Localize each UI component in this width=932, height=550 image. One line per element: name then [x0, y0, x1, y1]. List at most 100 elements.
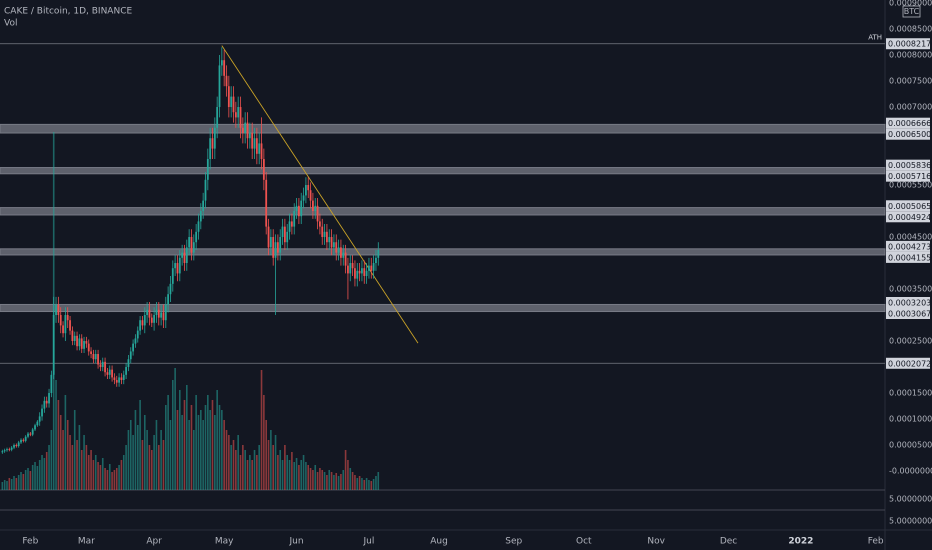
candle-body — [29, 433, 32, 435]
zone-label: 0.00042730 — [888, 242, 932, 251]
volume-bar — [176, 410, 179, 490]
candle-body — [293, 211, 296, 227]
candle-body — [272, 237, 275, 258]
candle-body — [10, 447, 13, 450]
zone-label-box — [886, 211, 930, 223]
volume-bar — [312, 470, 314, 490]
y-tick-label: 0.00005000 — [889, 441, 932, 450]
x-tick-label: Apr — [146, 537, 162, 547]
candle-body — [363, 268, 366, 277]
candle-body — [164, 304, 167, 321]
candle-body — [136, 330, 139, 339]
candle-body — [99, 364, 102, 368]
candle-body — [97, 354, 99, 365]
x-tick-label: Oct — [576, 537, 592, 547]
candle-body — [31, 429, 34, 435]
candle-body — [34, 425, 36, 430]
candle-body — [337, 247, 340, 253]
candle-body — [83, 341, 85, 349]
volume-bar — [372, 479, 375, 490]
volume-bar — [330, 472, 333, 490]
volume-bar — [143, 415, 146, 490]
candle-body — [323, 231, 326, 238]
volume-bar — [347, 460, 349, 490]
candle-body — [204, 179, 207, 201]
candle-body — [85, 341, 88, 344]
volume-bar — [87, 455, 90, 490]
candle-body — [377, 250, 380, 258]
candle-body — [260, 143, 263, 160]
candle-body — [206, 159, 209, 180]
volume-bar — [73, 410, 76, 490]
candle-body — [141, 320, 144, 326]
candle-body — [354, 268, 356, 279]
candle-body — [241, 127, 244, 134]
candle-body — [118, 377, 120, 383]
candle-body — [50, 374, 53, 394]
x-tick-label: Dec — [720, 537, 737, 547]
volume-bar — [38, 460, 41, 490]
candle-body — [153, 315, 156, 323]
volume-bar — [267, 440, 270, 490]
level-text: ATH — [868, 34, 882, 42]
candle-body — [146, 309, 149, 316]
volume-bar — [368, 480, 370, 490]
candle-body — [15, 445, 18, 447]
volume-bar — [92, 460, 95, 490]
zone-label-box — [886, 307, 930, 319]
candle-body — [265, 179, 268, 227]
candle-body — [162, 312, 165, 321]
candle-body — [94, 354, 97, 360]
candle-body — [55, 304, 57, 316]
volume-bar — [125, 445, 127, 490]
volume-bar — [136, 425, 139, 490]
volume-bar — [69, 435, 71, 490]
volume-bar — [214, 415, 216, 490]
volume-bar — [101, 458, 104, 490]
candle-body — [230, 96, 233, 108]
volume-bar — [291, 452, 293, 490]
candle-body — [218, 65, 221, 108]
volume-bar — [59, 415, 62, 490]
volume-bar — [146, 430, 148, 490]
volume-bar — [288, 460, 291, 490]
candle-body — [276, 242, 279, 253]
volume-bar — [295, 458, 298, 490]
candle-body — [347, 265, 349, 274]
volume-bar — [193, 430, 195, 490]
volume-bar — [284, 445, 286, 490]
volume-bar — [188, 420, 190, 490]
volume-bar — [244, 450, 246, 490]
candle-body — [129, 351, 132, 360]
volume-bar — [148, 445, 151, 490]
level-label-box — [886, 38, 930, 50]
volume-bar — [258, 445, 260, 490]
volume-bar — [104, 468, 106, 490]
volume-bar — [27, 468, 29, 490]
candle-body — [181, 252, 184, 258]
level-label-box — [886, 357, 930, 369]
volume-bar — [120, 460, 123, 490]
volume-bar — [279, 450, 282, 490]
volume-bar — [45, 452, 48, 490]
volume-bar — [36, 466, 39, 490]
zone — [0, 207, 886, 216]
candle-body — [304, 185, 307, 196]
volume-bar — [179, 390, 181, 490]
candle-body — [69, 320, 71, 331]
candle-body — [78, 338, 81, 347]
volume-bar — [164, 405, 167, 490]
volume-bar — [150, 450, 153, 490]
volume-bar — [162, 440, 165, 490]
volume-bar — [85, 445, 88, 490]
volume-bar — [183, 400, 186, 490]
candle-body — [202, 200, 205, 212]
volume-bar — [157, 445, 160, 490]
